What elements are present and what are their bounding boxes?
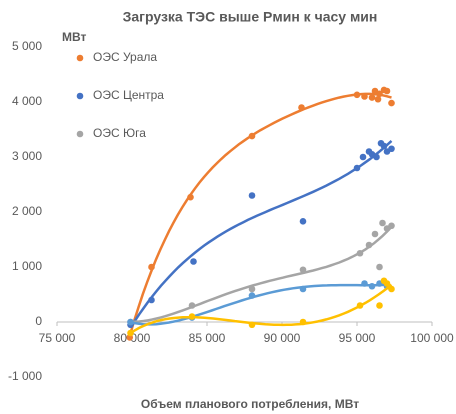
point [248, 192, 256, 199]
trend-line [129, 139, 393, 329]
point [148, 263, 155, 271]
legend-marker [76, 92, 84, 100]
point [248, 285, 256, 293]
point [388, 145, 395, 153]
point [359, 153, 367, 161]
x-tick-label: 75 000 [39, 331, 76, 345]
y-tick-label: 5 000 [12, 39, 42, 53]
point [353, 164, 361, 172]
legend-label: ОЭС Юга [93, 126, 146, 140]
legend-marker [76, 130, 84, 138]
legend-label: ОЭС Урала [93, 50, 157, 64]
legend-label: ОЭС Центра [93, 88, 164, 102]
legend-marker [76, 54, 84, 62]
y-tick-label: 0 [35, 314, 42, 328]
point [299, 218, 307, 225]
point [299, 285, 307, 293]
point [368, 94, 376, 101]
y-tick-label: 4 000 [12, 94, 42, 108]
point [383, 87, 391, 95]
point [368, 282, 376, 290]
point [148, 296, 155, 304]
point [371, 230, 379, 238]
point [376, 263, 383, 271]
y-axis-label: МВт [62, 30, 87, 44]
point [388, 285, 395, 293]
point [127, 318, 134, 326]
trend-line [130, 283, 388, 326]
point [376, 90, 383, 98]
chart-title: Загрузка ТЭС выше Рмин к часу мин [123, 9, 378, 25]
y-tick-label: -1 000 [8, 369, 42, 383]
x-tick-label: 100 000 [410, 331, 454, 345]
y-tick-label: 1 000 [12, 259, 42, 273]
point [248, 292, 256, 299]
point [248, 132, 256, 140]
point [361, 280, 368, 287]
point [356, 249, 364, 257]
point [380, 142, 388, 150]
point [188, 313, 196, 320]
trend-line [128, 92, 392, 336]
point [383, 280, 391, 287]
point [361, 93, 368, 100]
point [298, 104, 305, 111]
y-tick-label: 2 000 [12, 204, 42, 218]
point [365, 241, 373, 249]
point [379, 219, 386, 227]
point [356, 302, 364, 309]
y-tick-label: 3 000 [12, 149, 42, 163]
point [299, 318, 307, 326]
point [187, 193, 194, 201]
point [388, 99, 395, 107]
point [388, 222, 395, 230]
x-tick-label: 95 000 [339, 331, 376, 345]
trend-line [130, 226, 393, 323]
x-tick-label: 90 000 [264, 331, 301, 345]
point [373, 153, 380, 161]
x-tick-label: 85 000 [189, 331, 226, 345]
point [353, 91, 361, 99]
x-axis-label: Объем планового потребления, МВт [141, 397, 359, 411]
point [374, 95, 382, 103]
point [248, 321, 256, 329]
point [299, 266, 307, 274]
point [190, 258, 197, 265]
point [127, 329, 134, 337]
point [188, 302, 196, 309]
point [376, 302, 383, 309]
trend-line [129, 283, 393, 334]
